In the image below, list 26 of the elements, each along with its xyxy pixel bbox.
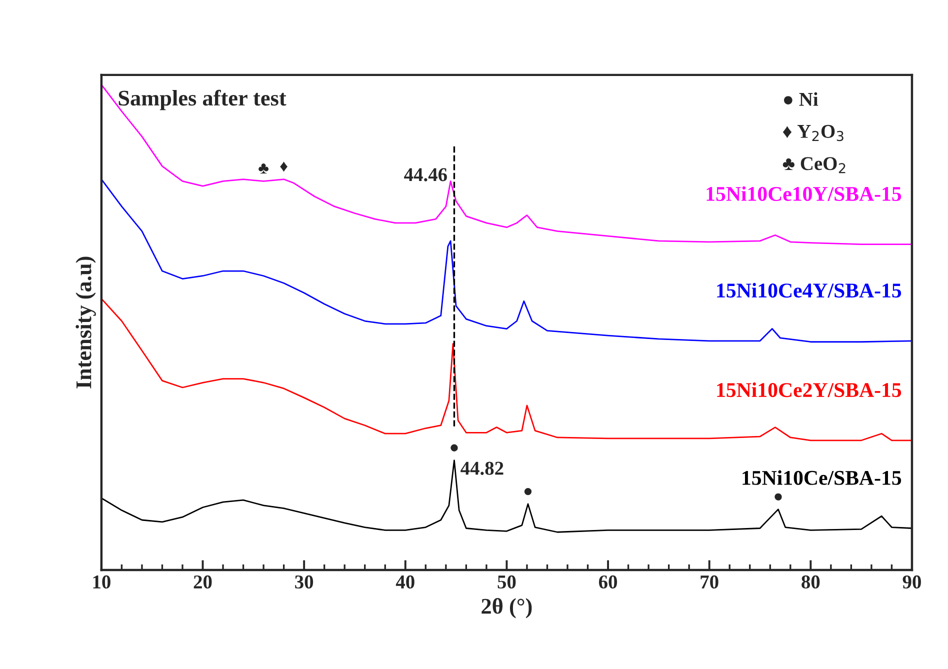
annotation: 44.46 [404,168,447,182]
annotation: ♣ CeO$_{2}$ [782,157,846,174]
x-tick-label: 60 [598,575,618,589]
text: 15Ni10Ce4Y/SBA-15 [717,282,902,298]
x-tick-label: 50 [498,575,516,589]
annotation: 44.82 [460,462,504,475]
chart-title: Samples after test [118,90,286,110]
x-tick-label: 30 [295,575,314,589]
annotation: ♣ [258,164,269,174]
annotation: ● [774,493,782,500]
annotation: ♦ Y$_{2}$O$_{3}$ [782,124,844,142]
annotation: ● [450,444,458,452]
series-label: 15Ni10Ce10Y/SBA-15 [706,186,902,201]
annotation: ● [524,488,532,496]
x-tick-label: 20 [194,575,212,589]
series-label: 15Ni10Ce/SBA-15 [742,470,902,485]
x-tick-label: 10 [93,575,110,589]
y-axis-title: Intensity (a.u) [76,256,96,388]
x-tick-label: 80 [802,575,820,589]
series-label: 15Ni10Ce2Y/SBA-15 [717,382,902,398]
x-tick-label: 70 [700,575,718,589]
annotation: ♦ [280,162,288,172]
annotation: ● Ni [784,92,818,106]
x-tick-label: 90 [902,575,921,589]
x-tick-label: 40 [396,575,414,589]
x-axis-title: 2θ (°) [482,598,532,618]
